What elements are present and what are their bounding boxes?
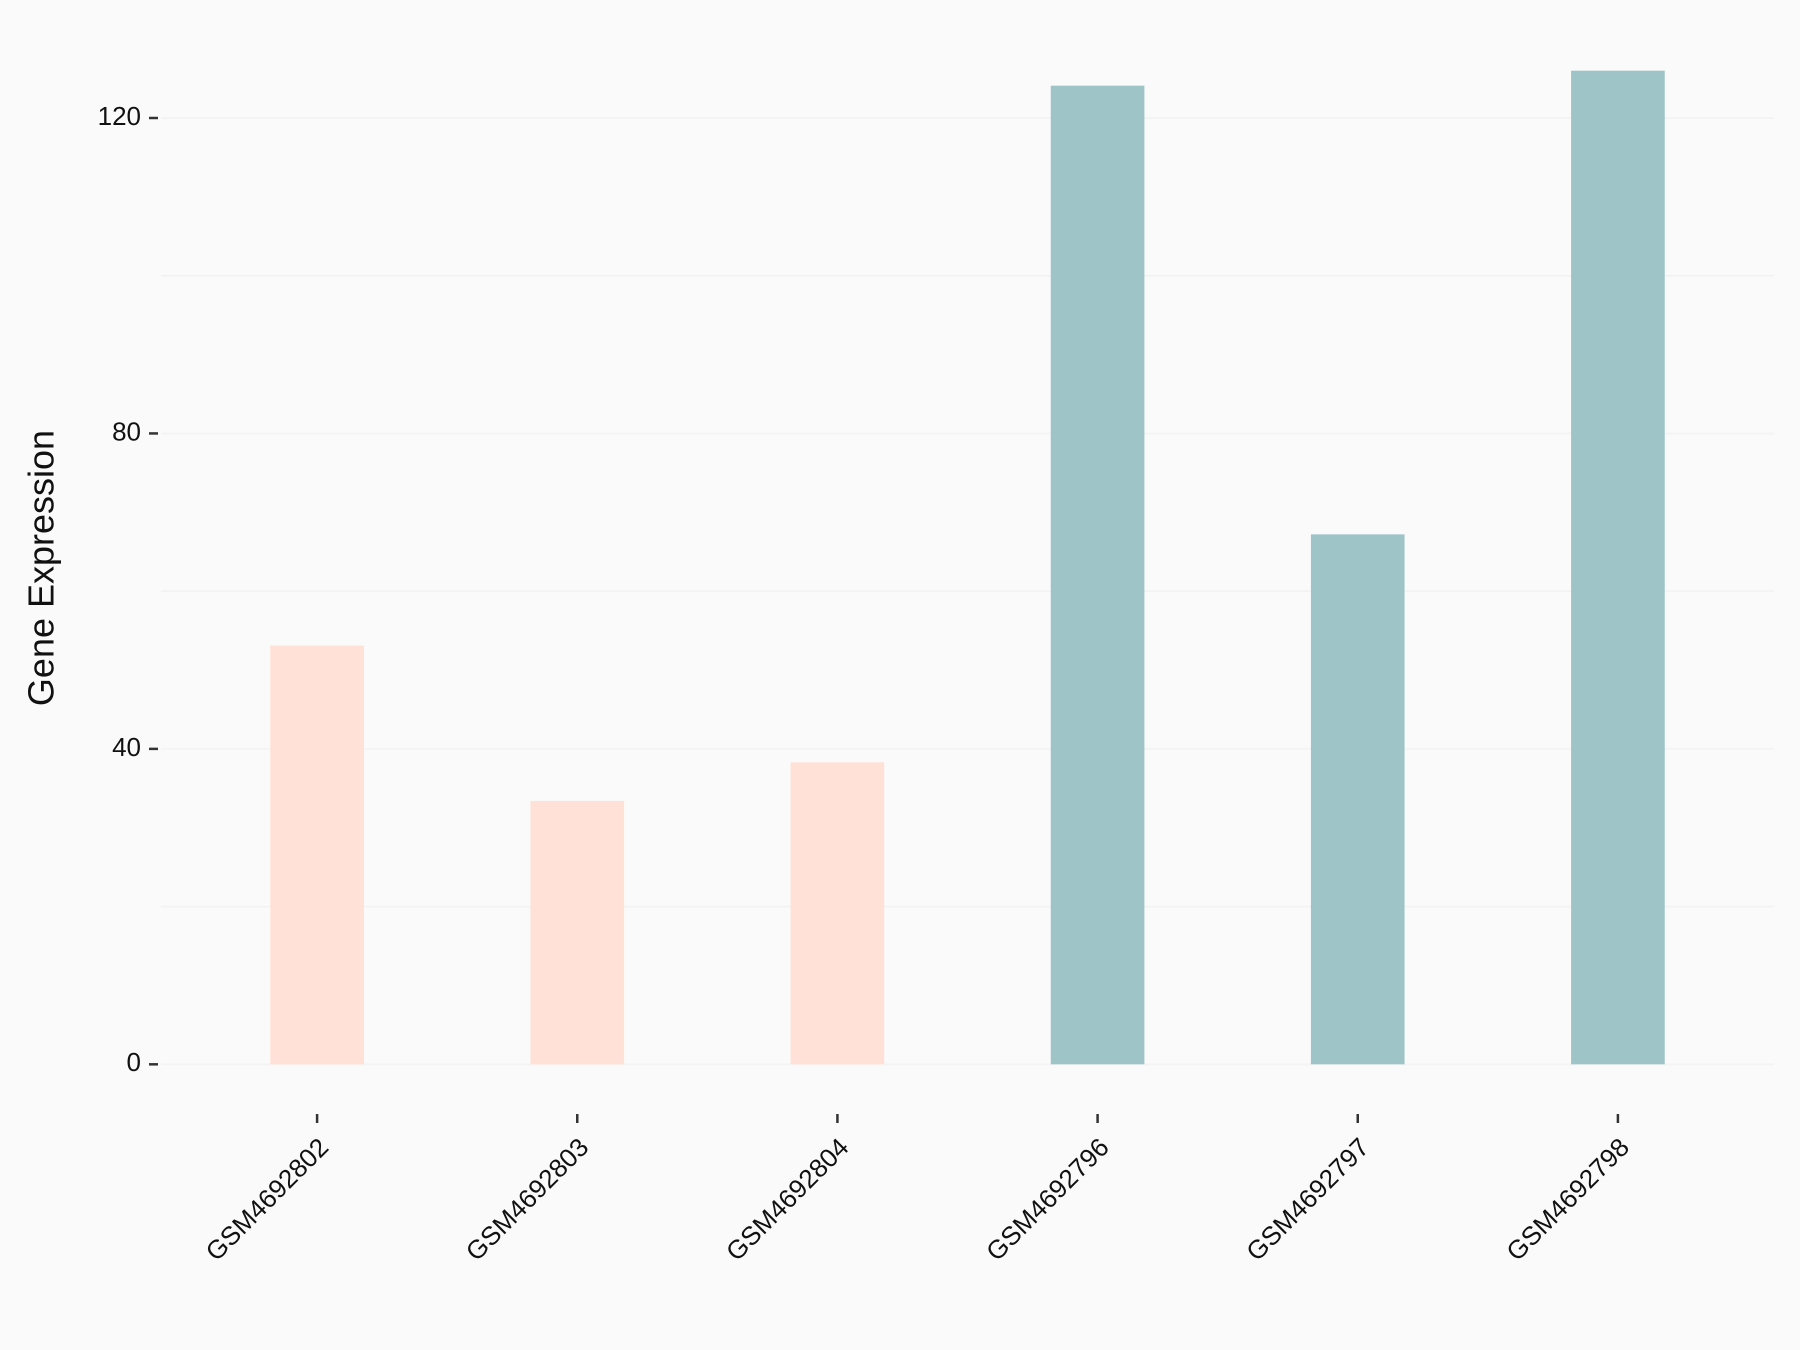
y-tick-label: 80 <box>112 416 141 446</box>
bar <box>790 762 885 1065</box>
bar <box>1571 70 1665 1065</box>
y-axis-title: Gene Expression <box>21 430 62 706</box>
y-tick-label: 0 <box>127 1047 141 1077</box>
y-tick-label: 40 <box>112 732 141 762</box>
bar <box>270 645 364 1065</box>
bar <box>530 800 625 1065</box>
y-tick-label: 120 <box>98 101 141 131</box>
bar <box>1310 534 1405 1065</box>
bar <box>1050 85 1145 1065</box>
